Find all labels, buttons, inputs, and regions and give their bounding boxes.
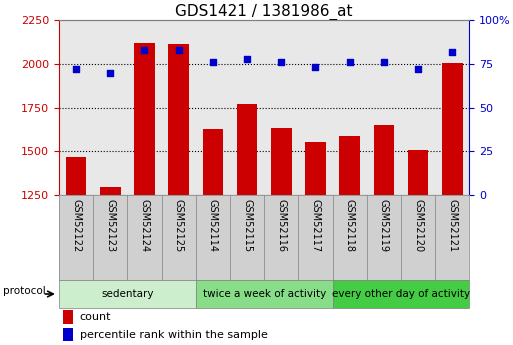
Bar: [196, 280, 332, 308]
Text: GSM52121: GSM52121: [447, 199, 457, 253]
Text: GSM52119: GSM52119: [379, 199, 389, 252]
Text: GSM52123: GSM52123: [105, 199, 115, 253]
Point: [414, 66, 422, 72]
Point: [174, 47, 183, 52]
Point: [448, 49, 457, 54]
Point: [380, 59, 388, 65]
Bar: [66, 157, 86, 195]
Bar: [271, 128, 291, 195]
Bar: [134, 43, 155, 195]
Bar: [442, 63, 463, 195]
Text: count: count: [80, 312, 111, 322]
Bar: [373, 125, 394, 195]
Text: GSM52116: GSM52116: [277, 199, 286, 252]
Text: percentile rank within the sample: percentile rank within the sample: [80, 329, 267, 339]
Bar: [340, 136, 360, 195]
Text: GSM52124: GSM52124: [140, 199, 149, 253]
Point: [141, 47, 149, 52]
Title: GDS1421 / 1381986_at: GDS1421 / 1381986_at: [175, 4, 353, 20]
Text: GSM52115: GSM52115: [242, 199, 252, 253]
Point: [277, 59, 285, 65]
Point: [243, 56, 251, 61]
Point: [72, 66, 80, 72]
Bar: [408, 149, 428, 195]
Bar: [332, 280, 469, 308]
Point: [311, 65, 320, 70]
Text: protocol: protocol: [3, 286, 46, 296]
Point: [106, 70, 114, 75]
Text: GSM52125: GSM52125: [174, 199, 184, 253]
Text: twice a week of activity: twice a week of activity: [203, 289, 326, 299]
Bar: [305, 142, 326, 195]
Bar: [203, 128, 223, 195]
Bar: [237, 104, 258, 195]
Text: GSM52122: GSM52122: [71, 199, 81, 253]
Text: sedentary: sedentary: [101, 289, 154, 299]
Point: [209, 59, 217, 65]
Bar: [59, 280, 196, 308]
Text: GSM52117: GSM52117: [310, 199, 321, 253]
Bar: [63, 328, 73, 341]
Text: every other day of activity: every other day of activity: [332, 289, 470, 299]
Text: GSM52114: GSM52114: [208, 199, 218, 252]
Point: [346, 59, 354, 65]
Bar: [168, 43, 189, 195]
Text: GSM52120: GSM52120: [413, 199, 423, 253]
Bar: [63, 310, 73, 324]
Bar: [100, 187, 121, 195]
Text: GSM52118: GSM52118: [345, 199, 354, 252]
